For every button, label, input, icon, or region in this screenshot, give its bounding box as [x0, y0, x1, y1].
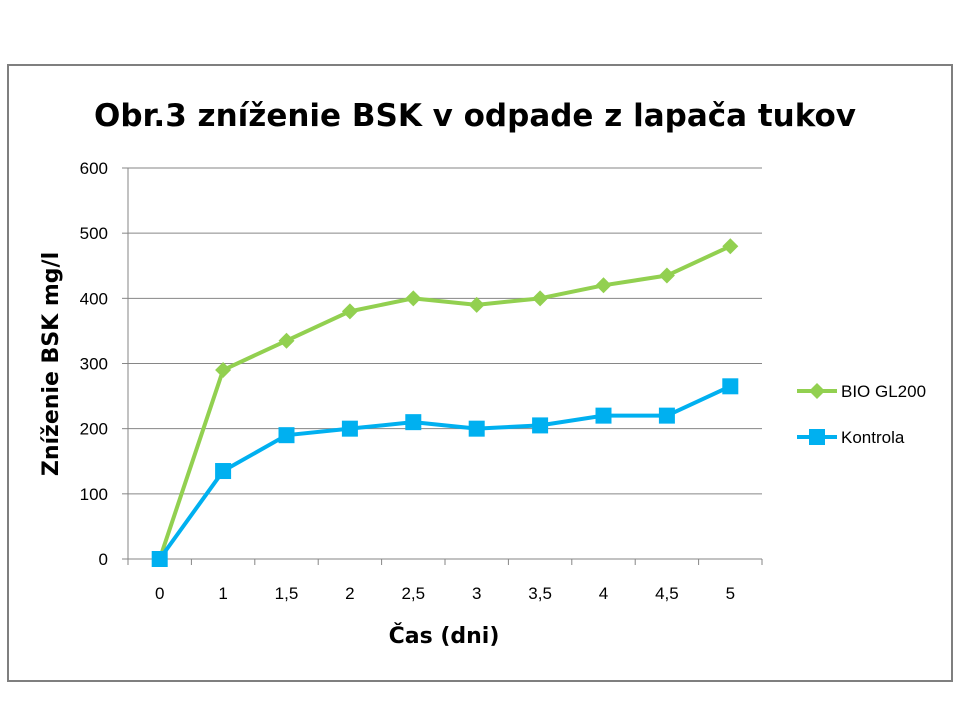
x-axis-title: Čas (dni) — [389, 623, 500, 649]
legend-label-1: Kontrola — [841, 428, 905, 447]
x-tick-label-3: 2 — [345, 584, 354, 603]
y-tick-label-5: 500 — [80, 224, 108, 243]
series-1-point-7 — [595, 407, 612, 424]
series-1-point-8 — [658, 407, 675, 424]
series-1-point-1 — [215, 463, 232, 480]
series-0-point-8 — [658, 267, 675, 284]
series-1-point-0 — [151, 551, 168, 567]
series-0-point-5 — [468, 296, 485, 313]
x-tick-label-6: 3,5 — [528, 584, 552, 603]
legend-item-1: Kontrola — [797, 428, 905, 447]
chart-title: Obr.3 zníženie BSK v odpade z lapača tuk… — [94, 98, 856, 134]
series-line-0 — [157, 244, 732, 560]
series-line-1 — [158, 384, 732, 561]
y-tick-labels: 0 100 200 300 400 500 600 — [80, 159, 108, 569]
y-tick-label-4: 400 — [80, 289, 108, 308]
chart-frame — [7, 64, 953, 682]
series-0-point-3 — [341, 303, 358, 320]
x-tick-label-9: 5 — [726, 584, 735, 603]
x-tick-label-7: 4 — [599, 584, 608, 603]
legend-marker-1 — [809, 429, 825, 445]
x-tick-label-4: 2,5 — [401, 584, 425, 603]
series-1-point-3 — [341, 420, 358, 437]
series-0-point-9 — [722, 238, 739, 255]
y-tick-label-0: 0 — [99, 550, 108, 569]
series-0 — [151, 238, 739, 567]
x-tick-label-8: 4,5 — [655, 584, 679, 603]
series-1-point-5 — [468, 420, 485, 437]
y-axis-title: Zníženie BSK mg/l — [39, 252, 64, 476]
x-tick-label-1: 1 — [218, 584, 227, 603]
y-tick-label-1: 100 — [80, 485, 108, 504]
series-1 — [151, 378, 739, 567]
series-layer — [151, 238, 739, 567]
series-0-point-1 — [215, 362, 232, 379]
x-tick-label-0: 0 — [155, 584, 164, 603]
gridlines — [122, 167, 763, 565]
legend-label-0: BIO GL200 — [841, 382, 926, 401]
x-tick-label-5: 3 — [472, 584, 481, 603]
legend-item-0: BIO GL200 — [797, 382, 926, 401]
series-0-point-4 — [405, 290, 422, 307]
y-tick-label-6: 600 — [80, 159, 108, 178]
legend-marker-0 — [809, 383, 825, 399]
x-tick-labels: 0 1 1,5 2 2,5 3 3,5 4 4,5 5 — [155, 584, 735, 603]
legend: BIO GL200 Kontrola — [797, 382, 926, 447]
series-0-point-7 — [595, 277, 612, 294]
series-1-point-2 — [278, 427, 295, 444]
y-tick-label-2: 200 — [80, 420, 108, 439]
series-1-point-9 — [722, 378, 739, 395]
series-1-point-4 — [405, 414, 422, 431]
series-0-point-6 — [532, 290, 549, 307]
series-1-point-6 — [532, 417, 549, 434]
y-tick-label-3: 300 — [80, 355, 108, 374]
series-0-point-2 — [278, 332, 295, 349]
x-tick-label-2: 1,5 — [275, 584, 299, 603]
